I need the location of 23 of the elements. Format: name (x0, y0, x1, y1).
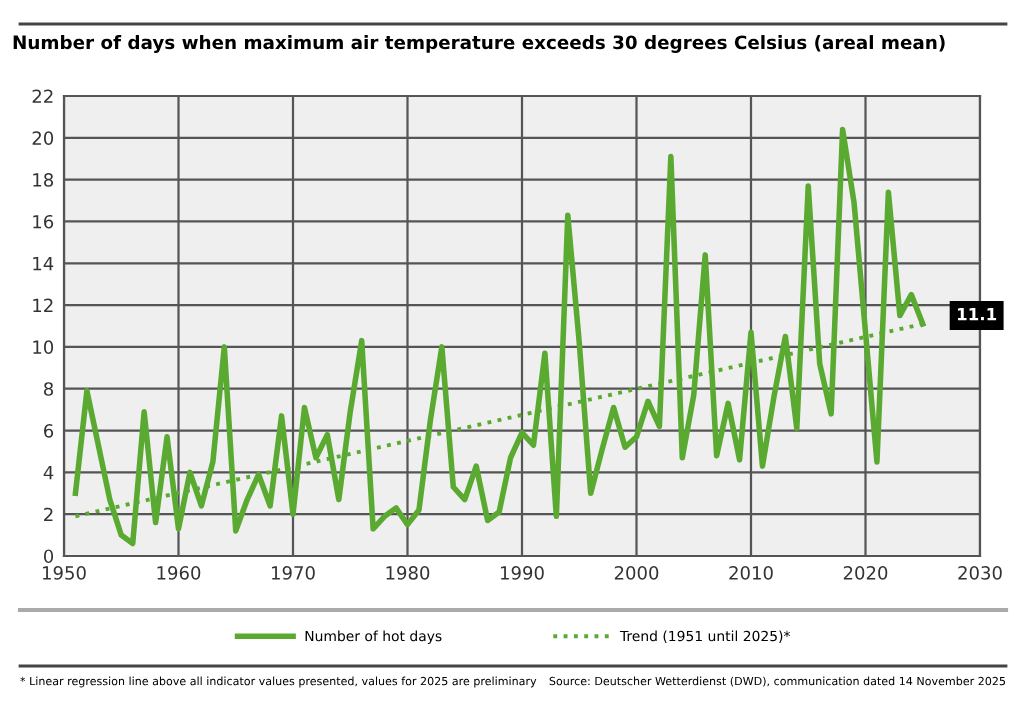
x-tick-label: 2010 (729, 566, 773, 580)
x-tick-label: 1980 (386, 566, 430, 580)
y-tick-label: 22 (32, 89, 53, 103)
y-tick-label: 10 (33, 340, 54, 355)
y-tick-label: 18 (33, 173, 54, 187)
y-tick-label: 8 (44, 382, 54, 396)
annotation: 11.1 (957, 308, 997, 321)
y-tick-label: 12 (33, 298, 53, 312)
x-tick-label: 1950 (43, 566, 86, 580)
x-tick-label: 1960 (157, 566, 201, 580)
y-tick-label: 16 (33, 214, 54, 229)
x-tick-label: 2020 (843, 566, 888, 580)
x-tick-label: 1970 (272, 566, 315, 580)
y-tick-label: 0 (43, 549, 54, 564)
x-tick-label: 2030 (958, 566, 1002, 580)
x-tick-label: 1990 (501, 566, 544, 580)
x-tick-label: 2000 (614, 566, 659, 580)
y-tick-label: 6 (44, 424, 54, 438)
y-tick-label: 20 (32, 131, 54, 145)
chart-title: Number of days when maximum air temperature exceeds 30 degrees Celsius (areal mean) (13, 35, 945, 53)
y-tick-label: 2 (44, 507, 53, 522)
y-tick-label: 14 (33, 256, 54, 271)
y-tick-label: 4 (43, 466, 54, 480)
